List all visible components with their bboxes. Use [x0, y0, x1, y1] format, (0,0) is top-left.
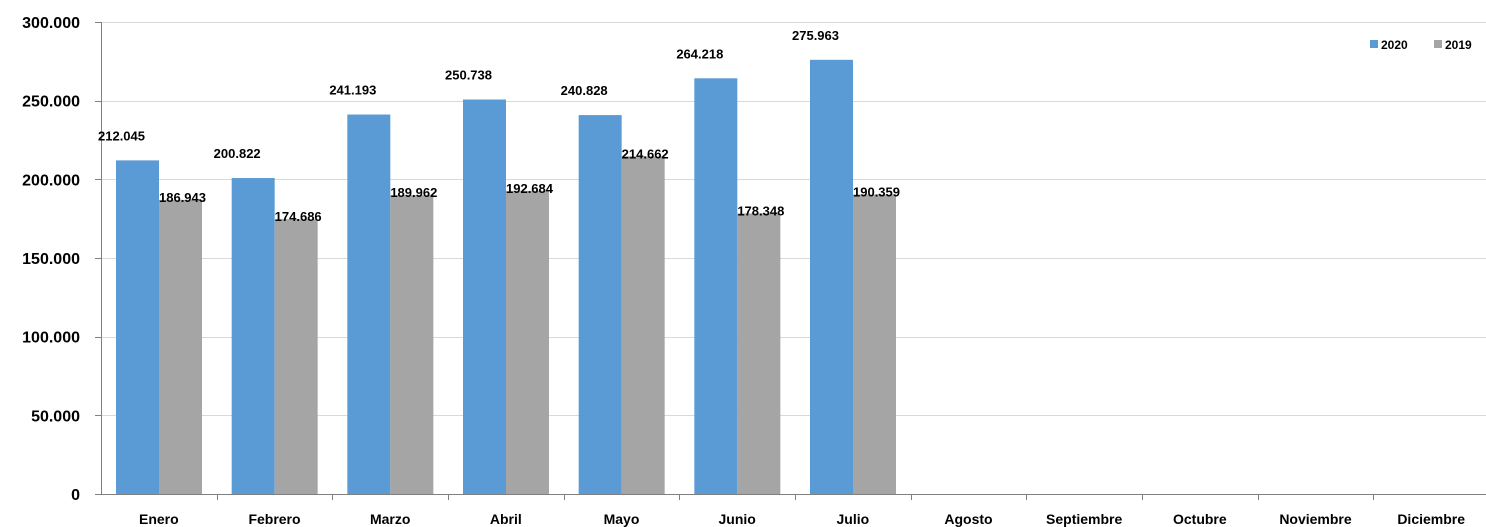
x-tick-label: Septiembre: [1046, 511, 1122, 527]
legend-label-2020: 2020: [1381, 38, 1408, 52]
bar-2020-junio: [694, 78, 738, 495]
legend-swatch-2019: [1434, 40, 1442, 48]
legend-label-2019: 2019: [1445, 38, 1472, 52]
x-tick-label: Octubre: [1173, 511, 1227, 527]
data-label-2019-junio: 178.348: [737, 203, 784, 218]
gridlines: [101, 22, 1486, 416]
data-label-2019-enero: 186.943: [159, 190, 206, 205]
x-tick-label: Noviembre: [1279, 511, 1352, 527]
bar-2020-julio: [810, 59, 853, 495]
axes: [95, 22, 1486, 500]
y-tick-label: 200.000: [22, 172, 80, 189]
data-label-2019-mayo: 214.662: [622, 146, 669, 161]
bar-2019-marzo: [390, 195, 434, 494]
bar-2019-julio: [853, 194, 896, 495]
y-tick-label: 300.000: [22, 15, 80, 32]
data-label-2020-julio: 275.963: [792, 28, 839, 43]
x-tick-label: Febrero: [248, 511, 300, 527]
data-label-2019-abril: 192.684: [506, 181, 554, 196]
y-axis-tick-labels: 0 50.000 100.000 150.000 200.000 250.000 300.0…: [22, 15, 80, 504]
y-tick-label: 100.000: [22, 330, 80, 347]
legend-swatch-2020: [1370, 40, 1378, 48]
x-tick-label: Diciembre: [1397, 511, 1465, 527]
y-tick-label: 0: [71, 487, 80, 504]
bar-2020-febrero: [231, 178, 275, 495]
data-label-2020-marzo: 241.193: [329, 83, 376, 98]
bar-2019-febrero: [274, 219, 318, 494]
bar-2020-marzo: [347, 114, 391, 494]
data-label-2020-enero: 212.045: [98, 128, 145, 143]
legend: 2020 2019: [1370, 38, 1472, 52]
x-tick-label: Mayo: [604, 511, 640, 527]
data-label-2020-abril: 250.738: [445, 68, 492, 83]
x-tick-label: Julio: [836, 511, 869, 527]
y-tick-label: 50.000: [31, 408, 80, 425]
bar-2020-mayo: [578, 115, 622, 494]
bars: [116, 59, 896, 495]
bar-2020-abril: [463, 99, 506, 494]
bar-2020-enero: [116, 160, 159, 494]
data-label-2020-febrero: 200.822: [214, 146, 261, 161]
bar-2019-mayo: [621, 156, 665, 494]
x-tick-label: Enero: [139, 511, 179, 527]
x-axis-tick-labels: Enero Febrero Marzo Abril Mayo Junio Julio Agos…: [139, 511, 1465, 527]
data-labels: 212.045 200.822 241.193 250.738 240.828 264.2…: [98, 28, 900, 224]
data-label-2019-marzo: 189.962: [390, 185, 437, 200]
y-tick-label: 150.000: [22, 251, 80, 268]
data-label-2019-febrero: 174.686: [275, 209, 322, 224]
bar-2019-abril: [506, 190, 549, 494]
y-tick-label: 250.000: [22, 94, 80, 111]
x-tick-label: Abril: [490, 511, 522, 527]
x-tick-label: Marzo: [370, 511, 410, 527]
data-label-2020-junio: 264.218: [676, 46, 723, 61]
x-tick-label: Agosto: [944, 511, 992, 527]
bar-2019-junio: [737, 213, 781, 494]
bar-2019-enero: [159, 199, 202, 494]
data-label-2020-mayo: 240.828: [561, 83, 608, 98]
data-label-2019-julio: 190.359: [853, 185, 900, 200]
x-tick-label: Junio: [718, 511, 755, 527]
